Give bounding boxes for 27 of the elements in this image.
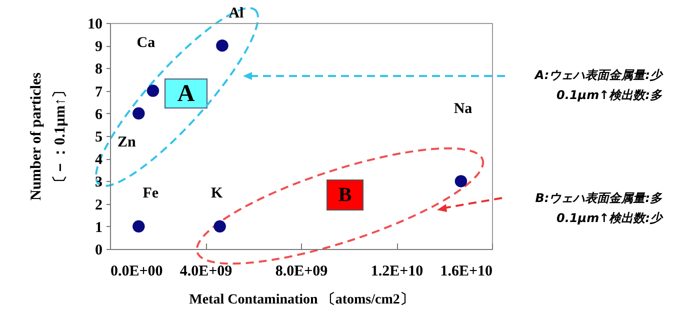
- y-tick-label: 5: [95, 130, 102, 146]
- y-tick-label: 7: [95, 84, 103, 100]
- text: A:ウェハ表面金属量:少 0.1μm↑検出数:多: [534, 68, 664, 102]
- y-tick-label: 8: [95, 62, 102, 78]
- x-tick-label: 8.0E+09: [275, 264, 328, 280]
- annotation: K: [210, 185, 223, 202]
- y-tick-label: 4: [95, 152, 103, 168]
- annotation: A: [177, 81, 196, 107]
- y-tick-label: 6: [95, 106, 103, 123]
- y-tick-label: 2: [95, 197, 102, 214]
- text: B:ウェハ表面金属量:多 0.1μm↑検出数:少: [535, 191, 664, 225]
- y-axis-title: Number of particles 〔－：0.1μm↑〕: [28, 72, 68, 201]
- x-tick-label: 1.6E+10: [440, 264, 492, 280]
- x-axis-title: Metal Contamination 〔atoms/cm2〕: [189, 292, 414, 308]
- x-tick-label: 4.0E+09: [180, 264, 232, 280]
- y-tick-label: 9: [95, 39, 102, 56]
- y-tick-label: 1: [95, 220, 102, 236]
- y-tick-label: 10: [88, 16, 102, 32]
- x-tick-label: 0.0E+00: [110, 264, 163, 280]
- annotation: Zn: [117, 134, 136, 150]
- annotation: Al: [228, 6, 244, 22]
- annotation: Ca: [136, 34, 156, 51]
- y-tick-label: 0: [95, 242, 102, 258]
- annotation: Na: [454, 101, 473, 117]
- annotation: Fe: [142, 185, 159, 202]
- annotation: B: [338, 184, 352, 206]
- x-tick-label: 1.2E+10: [370, 264, 424, 280]
